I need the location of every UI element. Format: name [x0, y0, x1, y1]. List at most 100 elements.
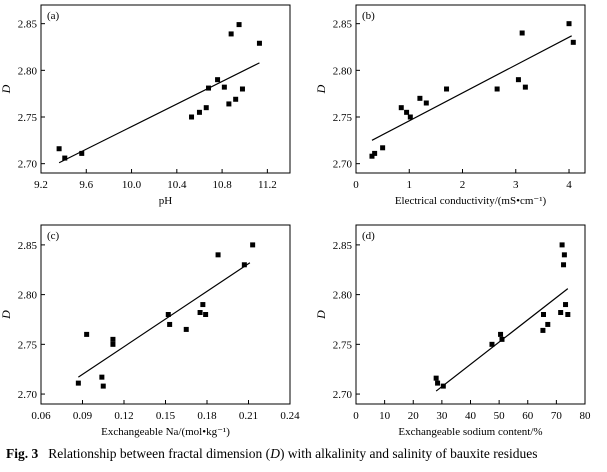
data-point	[398, 105, 404, 111]
data-point	[423, 100, 429, 106]
data-point	[228, 31, 234, 37]
data-point	[99, 374, 105, 380]
figure-canvas: 9.2 9.6 10.0 10.4 10.8 11.2 2.70 2.75 2.80 2.85 (a…	[0, 4, 591, 438]
x-tick-label: 30	[436, 410, 448, 422]
data-point	[561, 252, 567, 258]
plot-frame-a	[40, 4, 291, 174]
data-point	[239, 86, 245, 92]
data-point	[167, 321, 173, 327]
panel-label-c: (c)	[47, 230, 60, 242]
data-point	[110, 336, 116, 342]
y-tick-label: 2.75	[18, 339, 38, 351]
y-tick-label: 2.85	[333, 19, 353, 31]
data-point	[565, 312, 571, 317]
data-point	[519, 30, 525, 36]
data-point	[183, 326, 189, 332]
data-point	[215, 77, 221, 83]
x-tick-label: 0	[353, 410, 359, 422]
y-tick-label: 2.80	[18, 65, 38, 77]
data-point	[515, 77, 521, 83]
data-point	[189, 114, 195, 120]
data-point	[221, 84, 227, 90]
data-point	[369, 153, 375, 159]
y-tick-label: 2.70	[333, 159, 353, 171]
x-tick-label: 0.21	[239, 410, 258, 422]
x-tick-label: 0.15	[156, 410, 176, 422]
x-tick-label: 11.2	[258, 179, 277, 191]
data-point	[203, 105, 209, 111]
caption-text-before: Relationship between fractal dimension (	[48, 446, 271, 461]
data-point	[558, 310, 564, 316]
data-point	[489, 341, 495, 347]
data-point	[417, 95, 423, 101]
data-point	[62, 155, 68, 161]
y-tick-label: 2.85	[18, 240, 38, 252]
x-axis-label-b: Electrical conductivity/(mS•cm⁻¹)	[395, 195, 547, 207]
x-tick-label: 4	[566, 179, 572, 191]
data-point	[540, 327, 546, 333]
y-axis-label-c: D	[0, 310, 13, 320]
data-point	[79, 150, 85, 156]
data-point	[407, 114, 413, 120]
data-point	[100, 383, 106, 389]
data-point	[196, 109, 202, 115]
data-point	[206, 85, 212, 91]
y-tick-label: 2.70	[333, 389, 353, 401]
data-point	[435, 380, 441, 386]
fit-line-a	[58, 62, 260, 164]
y-tick-label: 2.70	[18, 159, 38, 171]
y-tick-label: 2.70	[18, 389, 38, 401]
x-tick-label: 60	[522, 410, 534, 422]
data-point	[197, 310, 203, 316]
x-tick-label: 0.06	[31, 410, 51, 422]
y-tick-label: 2.75	[18, 112, 38, 124]
data-point	[563, 302, 569, 308]
data-point	[203, 312, 209, 317]
figure-caption: Fig. 3 Relationship between fractal dimen…	[6, 446, 606, 462]
y-tick-label: 2.85	[333, 240, 353, 252]
x-tick-label: 50	[494, 410, 506, 422]
caption-text-after: ) with alkalinity and salinity of bauxit…	[279, 446, 538, 461]
x-tick-label: 40	[465, 410, 477, 422]
x-tick-label: 10	[379, 410, 391, 422]
x-axis-label-a: pH	[159, 195, 173, 207]
data-point	[570, 39, 576, 45]
x-tick-label: 10.0	[122, 179, 142, 191]
data-point	[522, 84, 528, 90]
y-axis-label-a: D	[0, 84, 13, 94]
data-point	[559, 242, 565, 248]
data-point	[165, 312, 171, 317]
data-point	[372, 150, 378, 156]
y-axis-label-d: D	[314, 310, 328, 320]
data-point	[433, 375, 439, 381]
data-point	[200, 302, 206, 308]
data-point	[233, 96, 239, 102]
data-point	[444, 86, 450, 92]
x-tick-label: 0.18	[197, 410, 217, 422]
data-point	[56, 146, 62, 152]
fit-line-b	[371, 35, 572, 141]
plot-frame-d	[355, 224, 586, 405]
data-point	[440, 383, 446, 389]
data-point	[380, 145, 386, 151]
y-axis-label-b: D	[314, 84, 328, 94]
y-tick-label: 2.75	[333, 112, 353, 124]
panel-label-d: (d)	[362, 230, 375, 242]
data-point	[498, 331, 504, 337]
x-tick-label: 0.24	[280, 410, 300, 422]
y-tick-label: 2.80	[18, 290, 38, 302]
y-tick-label: 2.80	[333, 65, 353, 77]
fit-line-c	[78, 262, 251, 378]
y-tick-label: 2.75	[333, 339, 353, 351]
data-point	[215, 252, 221, 258]
data-point	[110, 341, 116, 347]
x-axis-label-d: Exchangeable sodium content/%	[398, 426, 542, 438]
data-point	[236, 22, 242, 28]
plot-frame-b	[355, 4, 586, 174]
x-tick-label: 0	[353, 179, 359, 191]
x-tick-label: 70	[551, 410, 563, 422]
data-point	[561, 262, 567, 268]
panel-label-a: (a)	[47, 10, 60, 22]
y-tick-label: 2.80	[333, 290, 353, 302]
data-point	[241, 262, 247, 268]
